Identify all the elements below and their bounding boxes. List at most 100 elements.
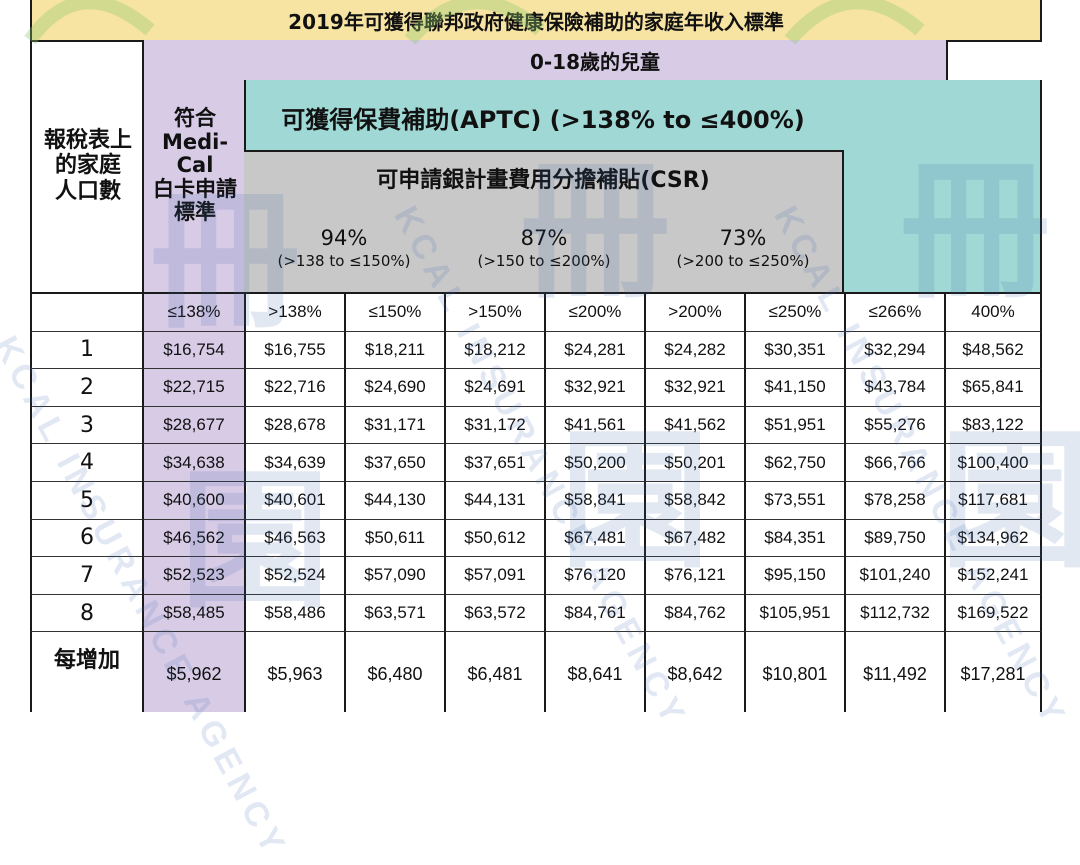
table-cell: $5,963 — [244, 632, 344, 713]
column-header: ≤266% — [844, 294, 944, 332]
table-cell: $67,482 — [644, 519, 744, 558]
column-header: ≤250% — [744, 294, 844, 332]
table-cell: $48,562 — [944, 331, 1042, 370]
table-cell: $8,642 — [644, 632, 744, 713]
table-cell: $57,091 — [444, 557, 544, 595]
table-cell: $84,762 — [644, 594, 744, 633]
table-cell: $41,561 — [544, 406, 644, 445]
table-cell: $76,120 — [544, 557, 644, 595]
row-household-size: 4 — [30, 444, 142, 482]
table-cell: $169,522 — [944, 594, 1042, 633]
table-cell: $78,258 — [844, 482, 944, 520]
table-cell: $51,951 — [744, 406, 844, 445]
aptc-header: 可獲得保費補助(APTC) (>138% to ≤400%) — [281, 105, 805, 134]
csr-header: 可申請銀計畫費用分擔補貼(CSR) — [244, 150, 844, 206]
table-cell: $50,611 — [344, 519, 444, 558]
csr-band-87-pct: 87% — [520, 226, 568, 251]
table-cell: $50,200 — [544, 444, 644, 482]
table-cell: $100,400 — [944, 444, 1042, 482]
medical-line-5: 標準 — [174, 200, 216, 225]
table-cell: $152,241 — [944, 557, 1042, 595]
table-cell: $34,638 — [142, 444, 244, 482]
row-each-additional: 每增加 — [30, 632, 142, 713]
table-cell: $89,750 — [844, 519, 944, 558]
table-cell: $40,601 — [244, 482, 344, 520]
table-cell: $16,754 — [142, 331, 244, 370]
table-title: 2019年可獲得聯邦政府健康保險補助的家庭年收入標準 — [30, 0, 1042, 42]
table-cell: $44,130 — [344, 482, 444, 520]
row-household-size: 8 — [30, 594, 142, 633]
table-cell: $95,150 — [744, 557, 844, 595]
table-cell: $117,681 — [944, 482, 1042, 520]
table-cell: $30,351 — [744, 331, 844, 370]
table-cell: $18,212 — [444, 331, 544, 370]
table-cell: $41,562 — [644, 406, 744, 445]
medical-line-2: Medi- — [161, 129, 229, 154]
row-household-size: 2 — [30, 369, 142, 407]
table-cell: $83,122 — [944, 406, 1042, 445]
household-line-1: 報稅表上 — [43, 128, 132, 154]
csr-band-94-pct: 94% — [320, 226, 368, 251]
column-header: >138% — [244, 294, 344, 332]
medical-line-1: 符合 — [174, 106, 216, 131]
column-header: ≤138% — [142, 294, 244, 332]
column-header: 400% — [944, 294, 1042, 332]
row-label-header-cell — [30, 294, 142, 332]
table-cell: $46,563 — [244, 519, 344, 558]
table-cell: $62,750 — [744, 444, 844, 482]
medical-line-3: Cal — [176, 153, 214, 178]
csr-band-73: 73% (>200 to ≤250%) — [644, 204, 844, 294]
table-cell: $66,766 — [844, 444, 944, 482]
table-cell: $6,481 — [444, 632, 544, 713]
household-line-3: 人口數 — [54, 178, 121, 204]
csr-band-87-range: (>150 to ≤200%) — [477, 251, 611, 270]
table-cell: $50,612 — [444, 519, 544, 558]
table-cell: $40,600 — [142, 482, 244, 520]
table-cell: $32,294 — [844, 331, 944, 370]
csr-band-94: 94% (>138 to ≤150%) — [244, 204, 446, 294]
table-cell: $31,172 — [444, 406, 544, 445]
column-header: ≤200% — [544, 294, 644, 332]
table-cell: $24,691 — [444, 369, 544, 407]
table-cell: $76,121 — [644, 557, 744, 595]
table-cell: $58,841 — [544, 482, 644, 520]
table-cell: $22,715 — [142, 369, 244, 407]
table-cell: $24,690 — [344, 369, 444, 407]
table-cell: $8,641 — [544, 632, 644, 713]
table-cell: $11,492 — [844, 632, 944, 713]
table-cell: $22,716 — [244, 369, 344, 407]
table-cell: $55,276 — [844, 406, 944, 445]
csr-band-73-range: (>200 to ≤250%) — [676, 251, 810, 270]
table-cell: $18,211 — [344, 331, 444, 370]
table-cell: $6,480 — [344, 632, 444, 713]
csr-band-94-range: (>138 to ≤150%) — [277, 251, 411, 270]
table-cell: $24,281 — [544, 331, 644, 370]
table-cell: $24,282 — [644, 331, 744, 370]
children-header: 0-18歲的兒童 — [244, 40, 948, 82]
table-cell: $46,562 — [142, 519, 244, 558]
table-cell: $34,639 — [244, 444, 344, 482]
table-cell: $16,755 — [244, 331, 344, 370]
medical-header: 符合 Medi- Cal 白卡申請 標準 — [142, 40, 246, 294]
table-cell: $32,921 — [644, 369, 744, 407]
table-cell: $17,281 — [944, 632, 1042, 713]
table-cell: $73,551 — [744, 482, 844, 520]
table-cell: $32,921 — [544, 369, 644, 407]
table-cell: $37,651 — [444, 444, 544, 482]
household-line-2: 的家庭 — [54, 153, 121, 179]
table-cell: $84,351 — [744, 519, 844, 558]
table-cell: $31,171 — [344, 406, 444, 445]
table-cell: $84,761 — [544, 594, 644, 633]
table-cell: $57,090 — [344, 557, 444, 595]
row-household-size: 7 — [30, 557, 142, 595]
table-cell: $58,486 — [244, 594, 344, 633]
table-cell: $10,801 — [744, 632, 844, 713]
table-cell: $52,523 — [142, 557, 244, 595]
table-cell: $44,131 — [444, 482, 544, 520]
column-header: ≤150% — [344, 294, 444, 332]
row-household-size: 1 — [30, 331, 142, 370]
table-cell: $50,201 — [644, 444, 744, 482]
row-household-size: 6 — [30, 519, 142, 558]
row-household-size: 3 — [30, 406, 142, 445]
table-cell: $41,150 — [744, 369, 844, 407]
